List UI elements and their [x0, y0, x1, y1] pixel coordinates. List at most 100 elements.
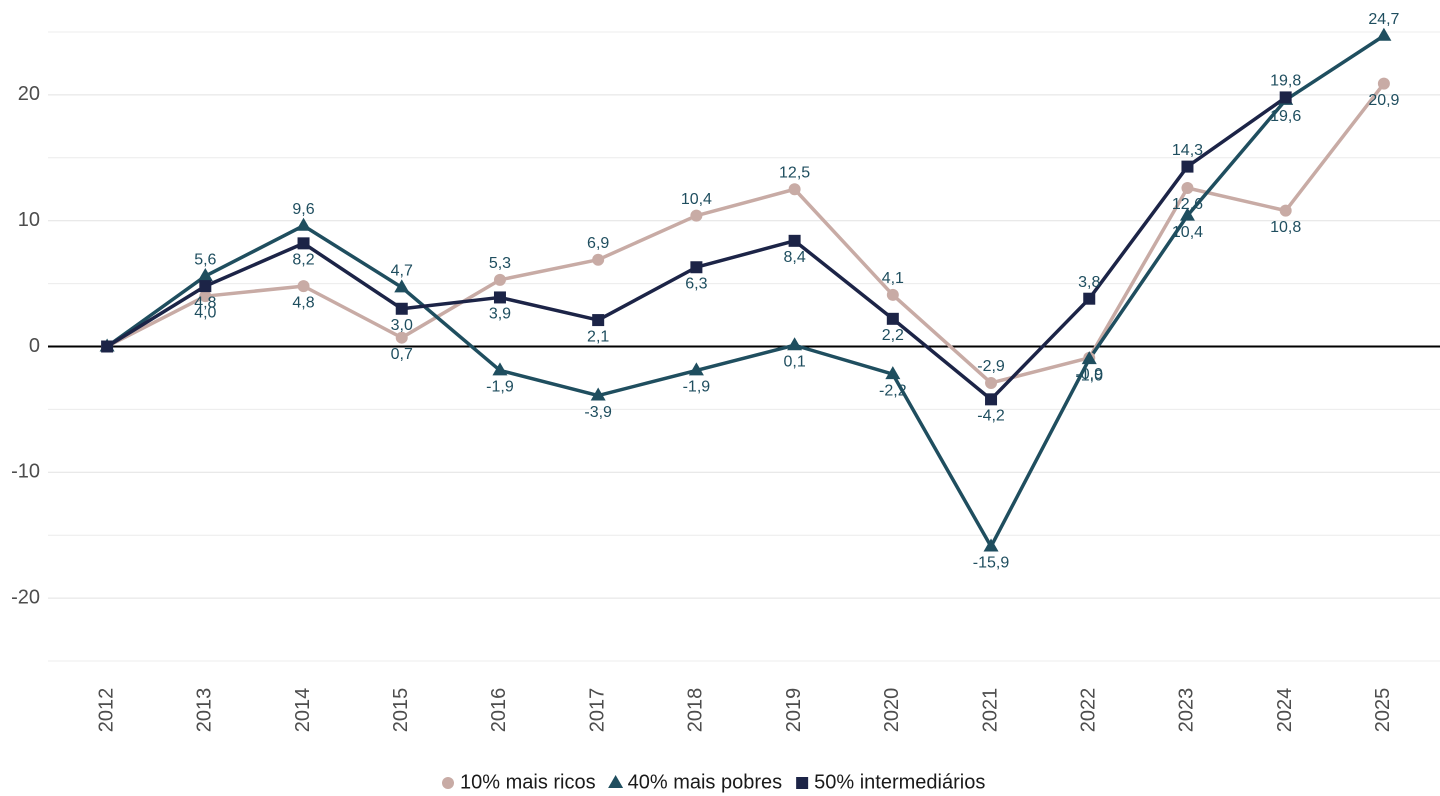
y-tick-label: -10 — [11, 461, 40, 483]
value-label: 24,7 — [1368, 11, 1399, 28]
value-label: 6,3 — [685, 275, 707, 292]
value-label: 10,8 — [1270, 219, 1301, 236]
value-label: 0,1 — [783, 353, 805, 370]
legend-label: 40% mais pobres — [628, 771, 783, 793]
x-tick-label: 2015 — [390, 688, 412, 733]
value-label: 4,1 — [882, 270, 904, 287]
data-point — [985, 393, 998, 406]
x-tick-label: 2019 — [783, 688, 805, 733]
data-point — [197, 268, 213, 282]
data-point — [1377, 77, 1390, 90]
data-point — [788, 183, 801, 196]
data-point — [690, 209, 703, 222]
data-point — [296, 217, 312, 231]
value-label: 19,6 — [1270, 108, 1301, 125]
value-label: 12,5 — [779, 164, 810, 181]
value-label: -4,2 — [977, 408, 1005, 425]
data-point — [492, 362, 508, 376]
legend-label: 10% mais ricos — [460, 771, 596, 793]
data-point — [1279, 91, 1292, 104]
data-point — [1181, 160, 1194, 173]
data-point — [493, 273, 506, 286]
value-label: 3,9 — [489, 306, 511, 323]
x-tick-label: 2018 — [685, 688, 707, 733]
value-label: 10,4 — [1172, 224, 1203, 241]
data-point — [592, 314, 605, 327]
series-line — [106, 95, 1287, 402]
legend: 10% mais ricos 40% mais pobres 50% interme… — [442, 771, 985, 793]
data-point — [493, 291, 506, 304]
value-label: -15,9 — [973, 555, 1010, 572]
value-label: -0,9 — [1075, 366, 1103, 383]
value-label: -1,9 — [683, 379, 711, 396]
data-point — [394, 279, 410, 293]
data-point — [297, 280, 310, 293]
series-line — [106, 34, 1385, 549]
data-point — [297, 237, 310, 250]
value-label: 8,2 — [292, 252, 314, 269]
x-tick-label: 2025 — [1372, 688, 1394, 733]
value-label: 5,6 — [194, 251, 216, 268]
legend-marker — [796, 777, 809, 789]
data-point — [688, 362, 704, 376]
x-tick-label: 2022 — [1078, 688, 1100, 733]
x-tick-label: 2020 — [881, 688, 903, 733]
data-point — [592, 253, 605, 266]
data-point — [886, 312, 899, 325]
x-tick-label: 2014 — [292, 688, 314, 733]
data-point — [1083, 292, 1096, 305]
data-point — [1376, 27, 1392, 41]
y-tick-label: 10 — [18, 209, 40, 231]
data-point — [885, 366, 901, 380]
x-tick-label: 2024 — [1274, 688, 1296, 733]
value-label: 0,7 — [391, 346, 413, 363]
value-label: 2,2 — [882, 327, 904, 344]
x-tick-label: 2012 — [95, 688, 117, 733]
data-point — [395, 331, 408, 344]
x-tick-label: 2021 — [979, 688, 1001, 733]
value-label: 2,1 — [587, 328, 609, 345]
legend-marker — [442, 777, 454, 789]
legend-label: 50% intermediários — [814, 771, 985, 793]
x-tick-label: 2013 — [194, 688, 216, 733]
data-point — [1081, 351, 1097, 365]
value-label: 4,8 — [194, 294, 216, 311]
data-point — [199, 280, 212, 293]
x-tick-label: 2023 — [1176, 688, 1198, 733]
data-point — [101, 340, 114, 353]
data-point — [199, 290, 212, 303]
value-label: 3,8 — [1078, 274, 1100, 291]
value-label: 8,4 — [783, 249, 805, 266]
data-point — [985, 376, 998, 389]
value-label: 10,4 — [681, 191, 712, 208]
value-label: 6,9 — [587, 235, 609, 252]
value-label: -3,9 — [584, 404, 612, 421]
data-point — [1279, 204, 1292, 217]
value-label: -1,0 — [1075, 367, 1103, 384]
legend-marker — [608, 775, 624, 788]
data-point — [690, 261, 703, 274]
data-point — [983, 538, 999, 552]
data-point — [395, 302, 408, 315]
data-point — [788, 234, 801, 247]
value-label: 9,6 — [292, 201, 314, 218]
y-tick-label: 0 — [29, 335, 40, 357]
y-tick-label: 20 — [18, 83, 40, 105]
y-tick-label: -20 — [11, 586, 40, 608]
data-point — [590, 387, 606, 401]
value-label: 4,7 — [391, 263, 413, 280]
value-label: 4,0 — [194, 304, 216, 321]
data-point — [787, 337, 803, 351]
value-label: 5,3 — [489, 255, 511, 272]
value-label: 20,9 — [1368, 92, 1399, 109]
x-tick-label: 2016 — [488, 688, 510, 733]
series-line — [106, 82, 1386, 385]
value-label: -1,9 — [486, 379, 514, 396]
value-label: 14,3 — [1172, 142, 1203, 159]
value-label: -2,9 — [977, 358, 1005, 375]
data-point — [1179, 207, 1195, 221]
value-label: 4,8 — [292, 294, 314, 311]
value-label: 3,0 — [391, 317, 413, 334]
data-point — [886, 288, 899, 301]
